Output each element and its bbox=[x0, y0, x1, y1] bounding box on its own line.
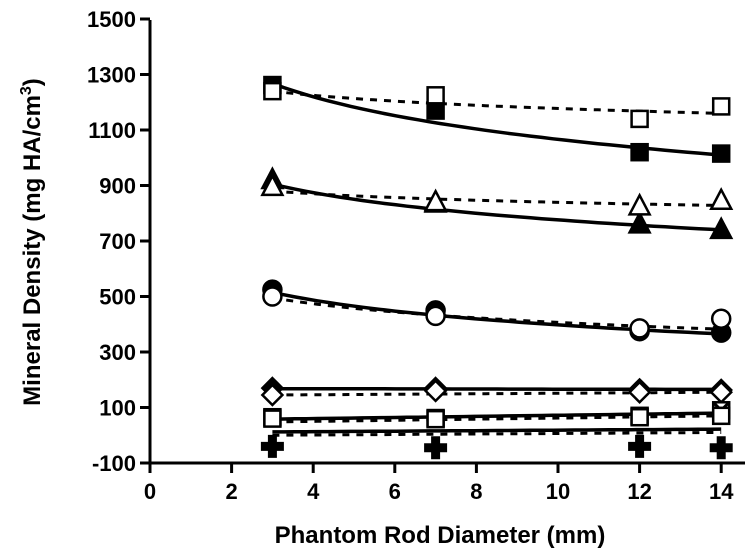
series-3 bbox=[260, 173, 734, 216]
data-point-triangle-open bbox=[260, 173, 285, 197]
series-9 bbox=[263, 406, 731, 429]
x-tick-label: 14 bbox=[709, 479, 734, 504]
x-tick-label: 8 bbox=[470, 479, 482, 504]
data-point-square-open bbox=[263, 81, 282, 101]
x-axis-ticks: 0 2 4 6 8 10 12 14 bbox=[144, 463, 734, 504]
data-point-plus-filled bbox=[424, 436, 448, 460]
data-point-plus-filled bbox=[260, 434, 284, 458]
x-axis-label: Phantom Rod Diameter (mm) bbox=[275, 522, 606, 549]
y-axis-ticks: -100 100 300 500 700 900 1100 1300 1500 bbox=[87, 7, 150, 476]
data-point-triangle-open bbox=[423, 188, 448, 212]
x-tick-label: 0 bbox=[144, 479, 156, 504]
y-axis-label-superscript: 3 bbox=[18, 86, 35, 95]
x-axis: 0 2 4 6 8 10 12 14 bbox=[144, 461, 745, 504]
y-axis-label-close: ) bbox=[19, 78, 46, 86]
series-10 bbox=[260, 434, 733, 460]
data-point-diamond-open bbox=[627, 380, 652, 405]
trendline-solid bbox=[272, 182, 722, 232]
data-point-diamond-open bbox=[423, 379, 448, 403]
trendlines bbox=[271, 81, 722, 437]
data-point-circle-open bbox=[262, 286, 283, 307]
data-point-plus-filled bbox=[709, 436, 733, 460]
y-tick-label: 1100 bbox=[88, 118, 136, 143]
trendline-solid bbox=[272, 386, 722, 392]
series-1 bbox=[263, 81, 731, 129]
x-tick-label: 6 bbox=[389, 479, 401, 504]
data-point-diamond-open bbox=[709, 380, 733, 405]
data-point-triangle-filled bbox=[709, 216, 734, 240]
y-tick-label: 500 bbox=[99, 285, 136, 310]
trendline-dashed bbox=[272, 189, 722, 207]
series-7 bbox=[260, 379, 733, 407]
trendline-dashed bbox=[272, 431, 722, 437]
data-point-square-open bbox=[630, 407, 649, 427]
y-axis-label: Mineral Density (mg HA/cm3) bbox=[18, 78, 46, 406]
data-point-circle-open bbox=[425, 305, 446, 327]
data-point-square-open bbox=[426, 86, 445, 105]
y-tick-label: 1300 bbox=[87, 63, 136, 88]
trendline-dashed bbox=[272, 296, 722, 331]
data-point-square-filled bbox=[711, 144, 731, 163]
data-point-circle-open bbox=[629, 318, 650, 339]
data-point-plus-filled bbox=[628, 434, 652, 458]
data-point-circle-open bbox=[710, 308, 732, 329]
data-point-diamond-open bbox=[260, 383, 285, 407]
trendline-solid bbox=[271, 81, 722, 157]
trendline-dashed bbox=[272, 89, 722, 115]
data-point-square-open bbox=[630, 109, 649, 129]
y-tick-label: 900 bbox=[99, 174, 136, 199]
y-tick-label: 700 bbox=[99, 229, 136, 254]
y-tick-label: -100 bbox=[92, 451, 136, 476]
x-tick-label: 2 bbox=[225, 479, 237, 504]
trendline-solid bbox=[272, 427, 722, 434]
trendline-dashed bbox=[272, 414, 722, 424]
data-point-square-filled bbox=[630, 142, 649, 162]
trendline-dashed bbox=[272, 390, 722, 397]
y-tick-label: 300 bbox=[99, 340, 136, 365]
data-point-triangle-filled bbox=[627, 210, 652, 234]
y-axis-label-main: Mineral Density (mg HA/cm bbox=[19, 95, 46, 406]
data-point-square-open bbox=[426, 409, 445, 429]
x-tick-label: 12 bbox=[627, 479, 651, 504]
y-tick-label: 100 bbox=[99, 396, 136, 421]
x-tick-label: 4 bbox=[307, 479, 320, 504]
data-point-square-open bbox=[263, 409, 282, 428]
y-axis: -100 100 300 500 700 900 1100 1300 1500 bbox=[87, 7, 152, 476]
y-tick-label: 1500 bbox=[87, 7, 136, 32]
series-5 bbox=[262, 286, 732, 339]
x-tick-label: 10 bbox=[546, 479, 570, 504]
data-point-triangle-open bbox=[627, 192, 652, 216]
data-points bbox=[260, 75, 734, 460]
data-point-square-open bbox=[711, 406, 731, 426]
data-point-triangle-open bbox=[709, 187, 734, 211]
data-point-square-filled bbox=[426, 101, 445, 120]
data-point-square-open bbox=[711, 97, 731, 116]
